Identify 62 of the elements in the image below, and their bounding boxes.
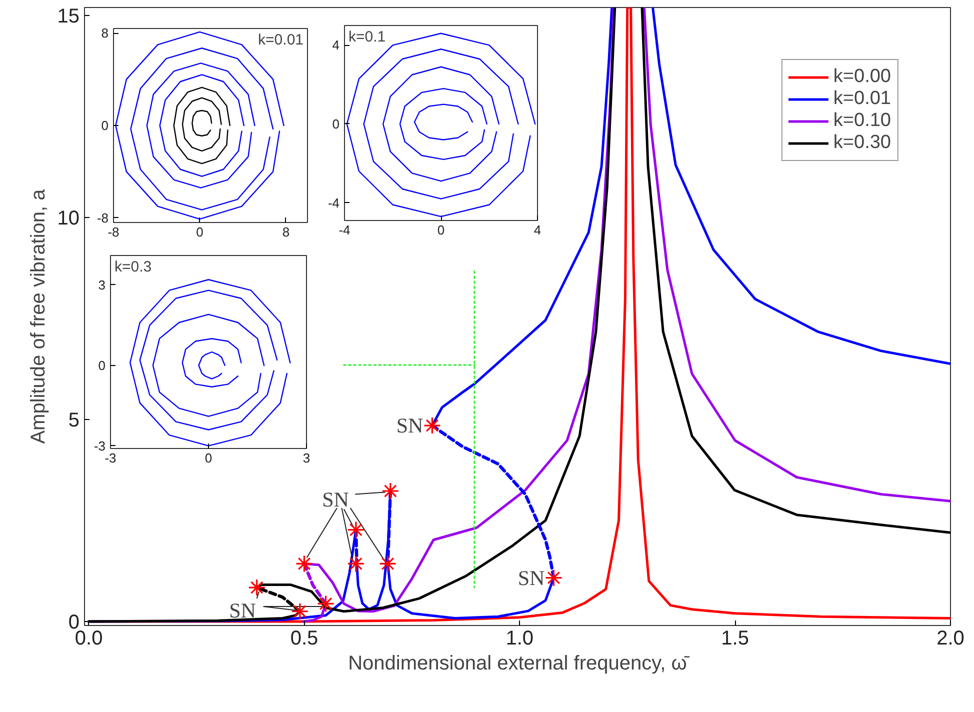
y-tick-label: -4 [328, 195, 340, 210]
legend-label: k=0.00 [833, 66, 891, 88]
y-tick-label: 4 [332, 38, 340, 53]
point [248, 578, 266, 596]
point [347, 520, 365, 539]
point [379, 554, 397, 572]
x-tick-label: 0 [437, 222, 445, 238]
line-series [192, 110, 212, 136]
y-tick-label: 8 [101, 26, 109, 41]
x-tick-label: 1.5 [721, 628, 749, 650]
y-tick-label: -8 [96, 210, 109, 226]
line-series [130, 279, 291, 446]
line-series [346, 32, 536, 218]
line-series [139, 290, 278, 430]
line-series [159, 74, 245, 177]
x-tick-label: 3 [302, 450, 310, 466]
x-tick-label: 8 [282, 224, 290, 240]
x-tick-label: 0 [196, 224, 204, 240]
y-tick-label: 0 [98, 358, 106, 373]
annotation: SN [396, 414, 424, 438]
x-tick-label: 0.0 [74, 628, 103, 650]
annotation: SN [229, 598, 256, 622]
line-series [414, 104, 473, 140]
chart-title: k=0.01 [258, 32, 304, 48]
line-series [382, 66, 500, 182]
annotation: SN [518, 566, 545, 590]
point [423, 416, 441, 434]
x-axis-title: Nondimensional external frequency, ω̄ [348, 652, 690, 674]
x-tick-label: 4 [534, 222, 542, 238]
y-tick-label: 10 [57, 208, 80, 230]
line-series [173, 86, 230, 164]
line-series [146, 62, 256, 188]
x-tick-label: 0.5 [290, 628, 318, 650]
line-series [399, 88, 488, 160]
line-series [198, 351, 226, 380]
line-series [182, 97, 222, 152]
point [295, 554, 314, 572]
y-tick-label: 5 [68, 410, 80, 432]
y-tick-label: 0 [332, 116, 340, 132]
chart-title: k=0.3 [114, 258, 152, 276]
x-tick-label: 1.0 [506, 628, 534, 650]
y-tick-label: -3 [94, 438, 106, 454]
chart-title: k=0.1 [348, 28, 386, 46]
point [316, 594, 335, 612]
line-series [363, 48, 519, 200]
y-axis-title: Amplitude of free vibration, a [27, 188, 50, 444]
y-tick-label: 3 [98, 277, 106, 292]
line-series [130, 48, 274, 210]
annotation: SN [322, 488, 349, 512]
legend-label: k=0.10 [833, 110, 891, 132]
x-tick-label: 2.0 [936, 628, 964, 650]
legend-label: k=0.30 [833, 132, 891, 154]
y-tick-label: 0 [101, 118, 109, 133]
x-tick-label: 0 [204, 450, 212, 466]
point [347, 554, 365, 572]
point [544, 569, 562, 587]
line-series [182, 338, 242, 388]
point [382, 482, 400, 500]
line-series [152, 314, 265, 417]
y-tick-label: 15 [57, 6, 80, 28]
legend-label: k=0.01 [833, 88, 891, 110]
point [291, 602, 309, 620]
